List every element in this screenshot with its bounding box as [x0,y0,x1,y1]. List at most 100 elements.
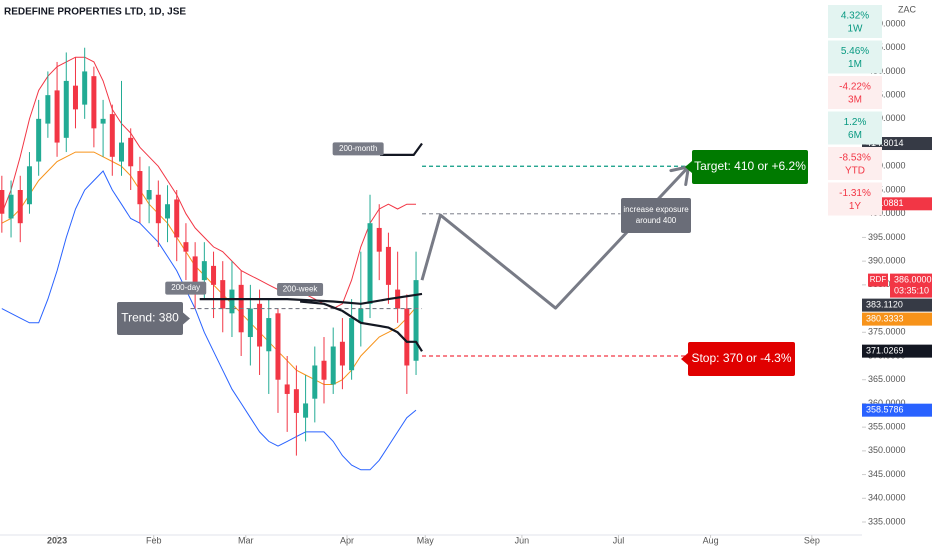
candle-body [63,80,69,138]
y-tick-label: 360.0000 [868,398,906,408]
ma-label: 200-month [339,144,377,153]
candle-body [229,289,235,314]
candle-body [17,190,23,224]
candle-body [376,227,382,252]
y-tick-label: 425.0000 [868,90,906,100]
ma-label: 200-day [171,283,200,292]
performance-box [828,182,882,216]
price-label: 358.5786 [866,405,904,415]
x-tick-label: Mar [238,535,254,545]
annotation-pointer [681,353,688,365]
candle-body [247,308,253,338]
performance-period: YTD [845,166,865,177]
price-timer: 03:35:10 [894,285,929,295]
candle-body [8,194,14,219]
annotation-text: around 400 [636,216,677,225]
price-label: 371.0269 [866,346,904,356]
price-label-box [862,312,932,326]
y-tick-label: 365.0000 [868,374,906,384]
y-tick-label: 335.0000 [868,516,906,526]
ma-line [380,142,423,156]
x-tick-label: Jul [613,535,625,545]
x-tick-label: Sep [804,535,820,545]
annotation-pointer [685,161,692,173]
candle-body [118,142,124,162]
candle-body [385,246,391,285]
price-tag-box [868,273,888,287]
annotation-text: Trend: 380 [121,311,179,325]
ma-label-box [277,282,324,296]
candle-body [137,171,143,205]
performance-box [828,76,882,109]
candle-body [321,360,327,380]
x-tick-label: 2023 [47,535,67,545]
band-line [1,170,417,471]
y-tick-label: 340.0000 [868,493,906,503]
ma-label: 200-week [283,285,319,294]
candle-body [26,166,32,205]
performance-period: 1M [848,59,862,70]
candle-body [275,313,281,380]
price-label: 414.8014 [866,138,904,148]
candle-body [45,95,51,124]
candle-body [109,114,115,157]
y-tick-label: 435.0000 [868,42,906,52]
price-label-box [862,344,932,358]
candle-body [303,403,309,418]
y-tick-label: 400.0000 [868,208,906,218]
candle-body [72,85,78,110]
price-label-box [890,273,932,298]
candle-body [266,318,272,352]
candle-body [293,389,299,413]
band-line [1,151,417,385]
candle-body [54,90,60,143]
y-tick-label: 390.0000 [868,256,906,266]
y-tick-label: 375.0000 [868,327,906,337]
band-line [1,56,416,310]
projection-line [420,165,690,310]
y-tick-label: 410.0000 [868,161,906,171]
x-tick-label: May [417,535,435,545]
price-label: 380.3333 [866,313,904,323]
candle-body [330,346,336,385]
x-tick-label: Apr [340,535,354,545]
annotation-box [621,198,691,233]
candle-body [220,280,226,309]
candle-body [413,280,419,361]
performance-box [828,5,882,38]
candle-body [82,71,88,105]
y-tick-label: 350.0000 [868,445,906,455]
candle-body [211,265,217,285]
performance-box [828,111,882,145]
y-tick-label: 345.0000 [868,469,906,479]
candle-body [155,194,161,224]
performance-change: -8.53% [839,153,871,164]
performance-box [828,40,882,74]
annotation-pointer [183,312,190,325]
x-tick-label: Jun [515,535,530,545]
annotation-text: increase exposure [623,205,689,214]
y-tick-label: 405.0000 [868,184,906,194]
annotation-box [692,150,808,184]
candle-body [312,365,318,399]
candle-body [284,384,290,394]
candle-body [91,76,97,129]
performance-period: 1Y [849,201,862,212]
candle-body [174,199,180,238]
ma-line [199,292,423,305]
annotation-box [117,302,183,335]
price-label: 383.1120 [866,299,903,309]
chart-title: REDEFINE PROPERTIES LTD, 1D, JSE [4,7,186,18]
price-label-box [862,403,932,417]
candle-body [367,223,373,304]
performance-period: 6M [848,130,862,141]
y-tick-label: 395.0000 [868,232,906,242]
performance-period: 1W [848,24,864,35]
ma-label-box [165,281,207,295]
annotation-text: Stop: 370 or -4.3% [691,351,791,365]
x-tick-label: Feb [146,535,162,545]
candle-body [183,242,189,252]
price-label-box [862,298,932,312]
ma-line [299,300,423,352]
candle-body [192,256,198,285]
